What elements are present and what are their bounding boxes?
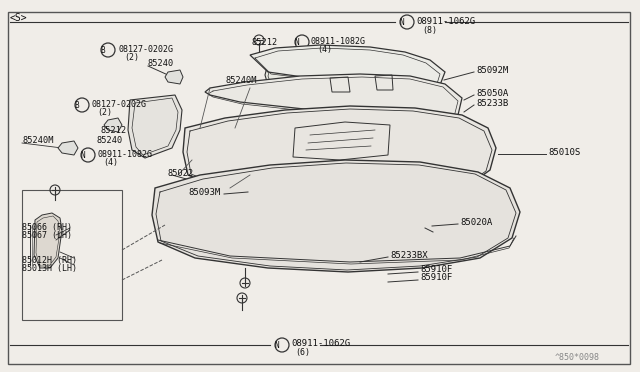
Text: 85013H (LH): 85013H (LH) — [22, 263, 77, 273]
Polygon shape — [34, 213, 62, 268]
Text: 08911-1062G: 08911-1062G — [291, 340, 350, 349]
Text: 85240M: 85240M — [22, 135, 54, 144]
Polygon shape — [58, 141, 78, 155]
Polygon shape — [205, 74, 462, 125]
Bar — [22, 190, 122, 320]
Text: 85212: 85212 — [252, 38, 278, 46]
Text: 85910F: 85910F — [420, 273, 452, 282]
Polygon shape — [104, 118, 122, 132]
Text: 08911-1062G: 08911-1062G — [416, 16, 475, 26]
Text: N: N — [294, 38, 300, 46]
Text: 08127-0202G: 08127-0202G — [91, 99, 146, 109]
Text: 85020A: 85020A — [460, 218, 492, 227]
Text: B: B — [100, 45, 106, 55]
Text: N: N — [400, 17, 404, 26]
Text: 85010S: 85010S — [548, 148, 580, 157]
Text: 85233BX: 85233BX — [390, 250, 428, 260]
Text: 85240: 85240 — [148, 58, 174, 67]
Text: 08911-1082G: 08911-1082G — [311, 36, 366, 45]
Text: 85092M: 85092M — [476, 65, 508, 74]
Text: 85910F: 85910F — [420, 266, 452, 275]
Text: 08911-1082G: 08911-1082G — [97, 150, 152, 158]
Text: 85066 (RH): 85066 (RH) — [22, 222, 72, 231]
Text: 85093M: 85093M — [188, 187, 220, 196]
Text: 85022: 85022 — [168, 169, 195, 177]
Polygon shape — [128, 95, 182, 158]
Text: (2): (2) — [124, 52, 139, 61]
Text: 08127-0202G: 08127-0202G — [118, 45, 173, 54]
Text: 85212: 85212 — [100, 125, 126, 135]
Text: (4): (4) — [103, 157, 118, 167]
Text: B: B — [75, 100, 79, 109]
Text: N: N — [275, 340, 279, 350]
Polygon shape — [265, 52, 315, 98]
Text: N: N — [81, 151, 85, 160]
Polygon shape — [152, 160, 520, 272]
Text: ^850*0098: ^850*0098 — [555, 353, 600, 362]
Text: <S>: <S> — [10, 13, 28, 23]
Text: (2): (2) — [97, 108, 112, 116]
Polygon shape — [165, 70, 183, 84]
Text: 85067 (LH): 85067 (LH) — [22, 231, 72, 240]
Text: 85050A: 85050A — [476, 89, 508, 97]
Text: 85240: 85240 — [96, 135, 122, 144]
Polygon shape — [250, 45, 445, 92]
Polygon shape — [183, 106, 496, 198]
Text: 85012H (RH): 85012H (RH) — [22, 256, 77, 264]
Text: (6): (6) — [295, 347, 310, 356]
Text: (4): (4) — [317, 45, 332, 54]
Text: 85233B: 85233B — [476, 99, 508, 108]
Text: (8): (8) — [422, 26, 437, 35]
Text: 85240M: 85240M — [225, 76, 257, 84]
